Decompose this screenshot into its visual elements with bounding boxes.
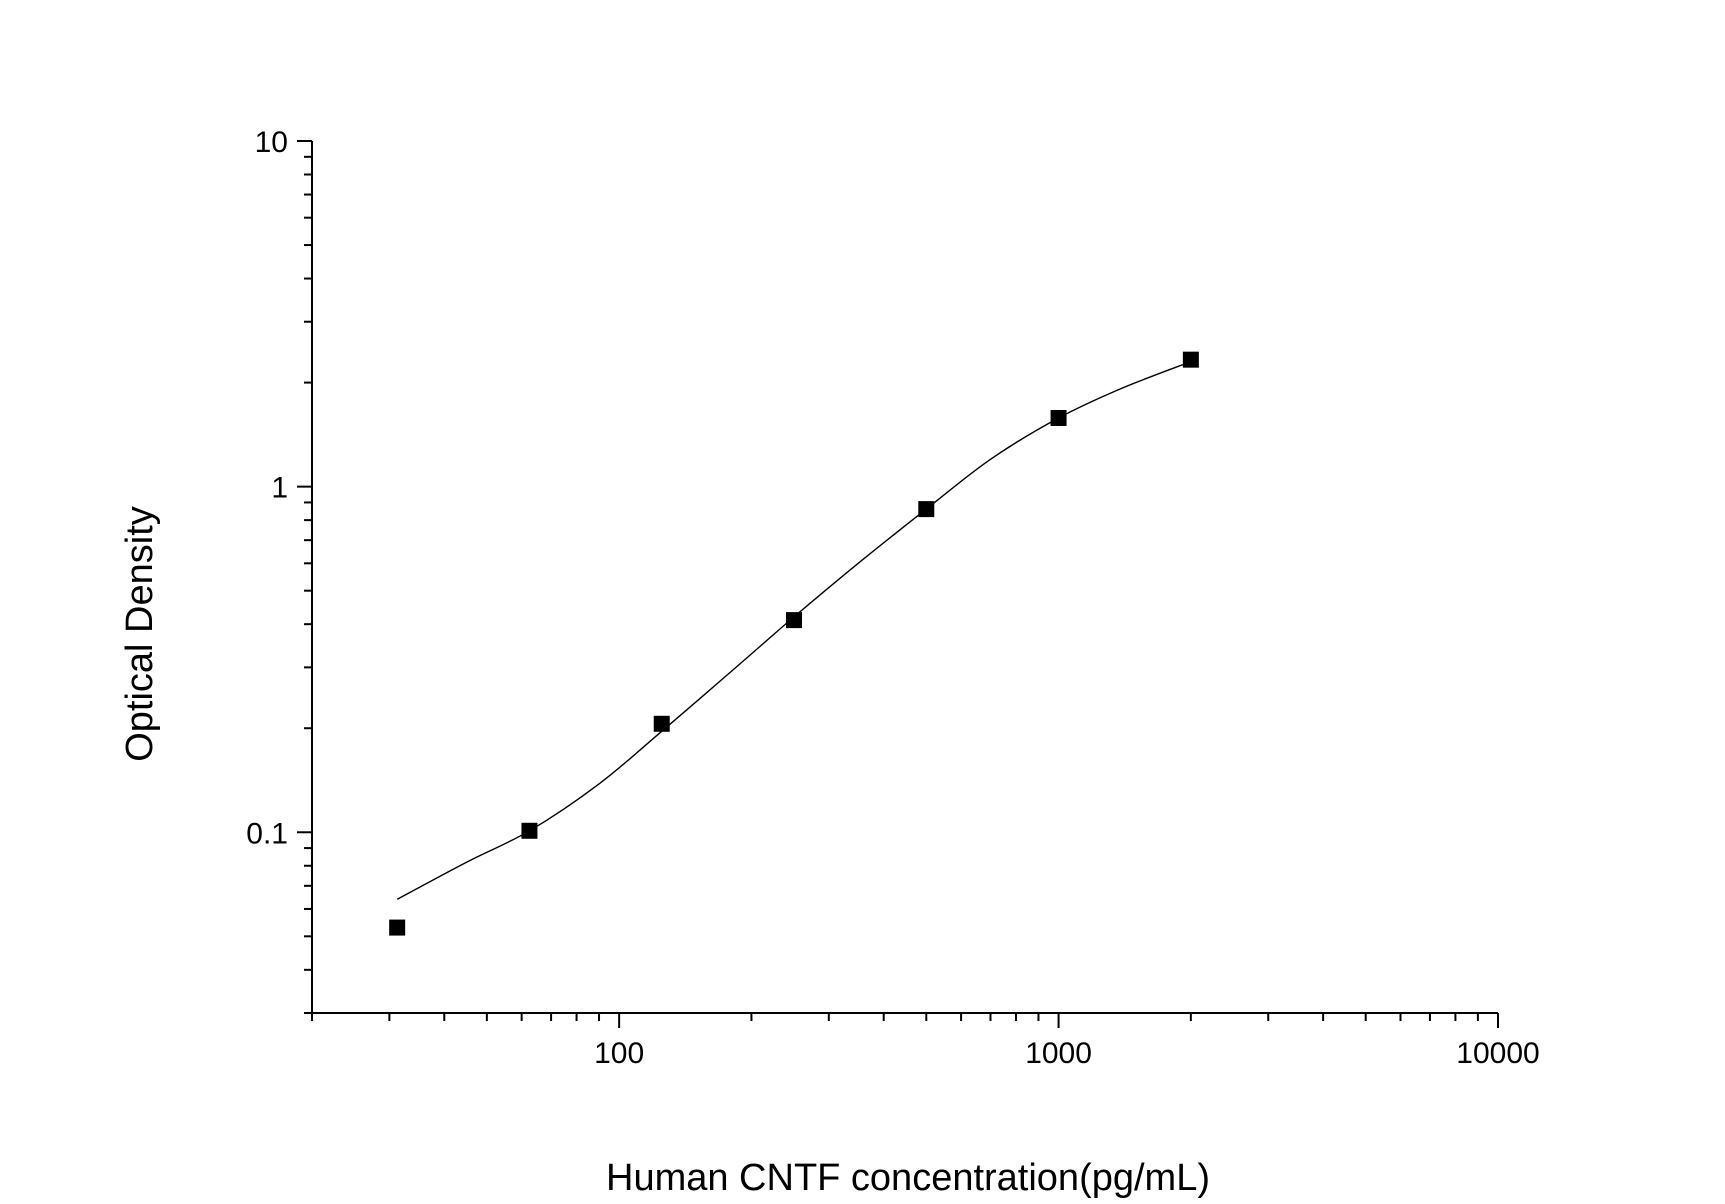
x-axis-title: Human CNTF concentration(pg/mL) [606, 1157, 1210, 1199]
data-point [918, 501, 935, 518]
data-point [1182, 351, 1199, 368]
x-tick-label: 1000 [1025, 1037, 1092, 1070]
axes [297, 140, 1499, 1028]
y-tick-label: 1 [271, 472, 288, 505]
tick-labels: 100 1000 10000 0.1 1 10 [246, 126, 1539, 1070]
y-tick-label: 0.1 [246, 817, 288, 850]
x-tick-label: 100 [594, 1037, 644, 1070]
data-point [521, 822, 538, 839]
y-tick-label: 10 [255, 126, 288, 159]
data-point [389, 919, 406, 936]
y-axis-title: Optical Density [119, 506, 161, 762]
x-tick-label: 10000 [1456, 1037, 1539, 1070]
fit-curve-layer [396, 360, 1192, 900]
fit-curve [396, 360, 1192, 900]
data-point [653, 715, 670, 732]
data-point [1050, 409, 1067, 426]
data-points [389, 351, 1199, 936]
data-point [786, 612, 803, 629]
